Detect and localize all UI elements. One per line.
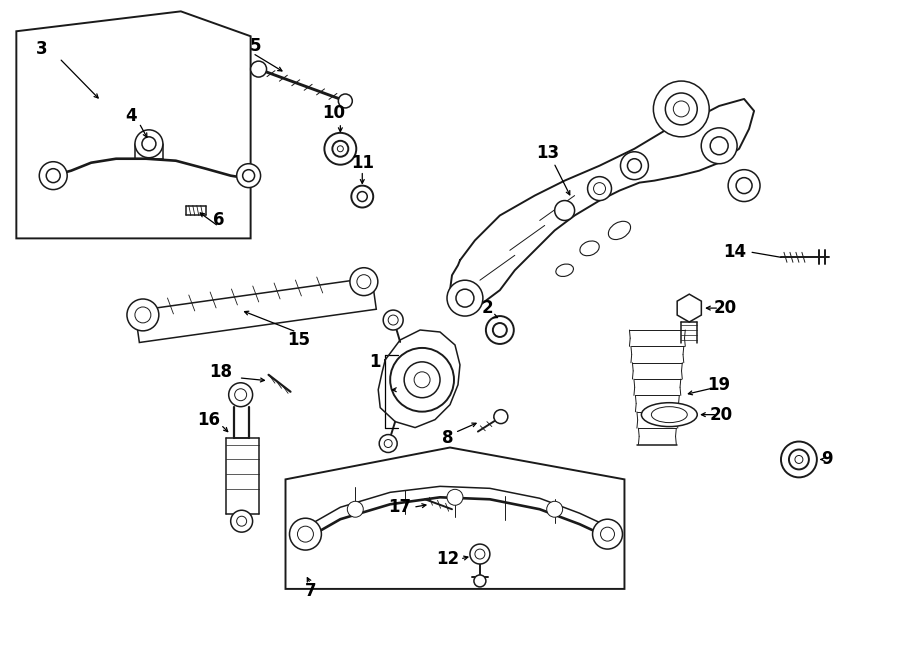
- Text: 12: 12: [436, 550, 460, 568]
- Circle shape: [379, 434, 397, 453]
- Text: 4: 4: [125, 107, 137, 125]
- Ellipse shape: [652, 407, 688, 422]
- Text: 19: 19: [707, 375, 731, 394]
- Circle shape: [475, 549, 485, 559]
- Ellipse shape: [556, 264, 573, 276]
- Text: 18: 18: [209, 363, 232, 381]
- Circle shape: [135, 130, 163, 158]
- Circle shape: [127, 299, 158, 331]
- Text: 14: 14: [724, 243, 747, 261]
- Circle shape: [324, 133, 356, 165]
- Circle shape: [594, 182, 606, 194]
- Text: 3: 3: [35, 40, 47, 58]
- Circle shape: [142, 137, 156, 151]
- Text: 13: 13: [536, 143, 559, 162]
- Ellipse shape: [642, 403, 698, 426]
- Circle shape: [486, 316, 514, 344]
- Circle shape: [620, 152, 648, 180]
- Circle shape: [338, 146, 343, 152]
- Text: 17: 17: [389, 498, 411, 516]
- Circle shape: [229, 383, 253, 407]
- Circle shape: [588, 176, 611, 200]
- Text: 1: 1: [370, 353, 381, 371]
- Circle shape: [781, 442, 817, 477]
- Circle shape: [332, 141, 348, 157]
- Circle shape: [237, 516, 247, 526]
- Circle shape: [546, 501, 562, 517]
- Circle shape: [414, 372, 430, 388]
- Circle shape: [391, 348, 454, 412]
- Circle shape: [600, 527, 615, 541]
- Circle shape: [250, 61, 266, 77]
- Circle shape: [46, 169, 60, 182]
- Circle shape: [592, 519, 623, 549]
- Circle shape: [736, 178, 752, 194]
- Text: 9: 9: [821, 450, 833, 469]
- Text: 16: 16: [197, 410, 220, 428]
- Circle shape: [474, 575, 486, 587]
- Text: 20: 20: [714, 299, 737, 317]
- Circle shape: [493, 323, 507, 337]
- Circle shape: [135, 307, 151, 323]
- Circle shape: [338, 94, 352, 108]
- Circle shape: [298, 526, 313, 542]
- Text: 8: 8: [442, 428, 454, 447]
- Text: 2: 2: [482, 299, 494, 317]
- Circle shape: [627, 159, 642, 173]
- Circle shape: [243, 170, 255, 182]
- Circle shape: [357, 275, 371, 289]
- Text: 7: 7: [304, 582, 316, 600]
- Circle shape: [347, 501, 364, 517]
- Text: 6: 6: [213, 212, 224, 229]
- Circle shape: [384, 440, 392, 447]
- Circle shape: [388, 315, 398, 325]
- Circle shape: [383, 310, 403, 330]
- Circle shape: [728, 170, 760, 202]
- Circle shape: [554, 200, 574, 221]
- Circle shape: [447, 280, 483, 316]
- Circle shape: [237, 164, 261, 188]
- Circle shape: [350, 268, 378, 295]
- Circle shape: [710, 137, 728, 155]
- Circle shape: [290, 518, 321, 550]
- Circle shape: [795, 455, 803, 463]
- Ellipse shape: [608, 221, 631, 239]
- Text: 15: 15: [287, 331, 310, 349]
- Text: 10: 10: [322, 104, 345, 122]
- Circle shape: [230, 510, 253, 532]
- Circle shape: [653, 81, 709, 137]
- Circle shape: [789, 449, 809, 469]
- Circle shape: [701, 128, 737, 164]
- Circle shape: [673, 101, 689, 117]
- Ellipse shape: [580, 241, 599, 256]
- Circle shape: [665, 93, 698, 125]
- Text: 5: 5: [250, 37, 261, 56]
- Text: 11: 11: [351, 154, 374, 172]
- Circle shape: [351, 186, 374, 208]
- Circle shape: [40, 162, 68, 190]
- Circle shape: [447, 489, 463, 505]
- Circle shape: [494, 410, 508, 424]
- Circle shape: [404, 362, 440, 398]
- Circle shape: [357, 192, 367, 202]
- Text: 20: 20: [709, 406, 733, 424]
- Circle shape: [235, 389, 247, 401]
- Circle shape: [456, 289, 474, 307]
- Circle shape: [470, 544, 490, 564]
